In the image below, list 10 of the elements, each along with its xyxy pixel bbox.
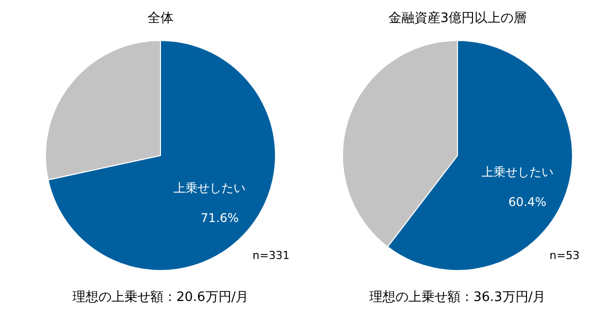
data-label: 71.6% — [200, 210, 239, 225]
slice-label: 上乗せしたい — [174, 180, 246, 195]
text: n=331 — [252, 249, 290, 262]
text: n=53 — [550, 249, 580, 262]
data-label: 60.4% — [508, 195, 546, 210]
chart-title: 全体 — [148, 11, 174, 26]
text: 理想の上乗せ額：36.3万円/月 — [369, 290, 546, 305]
slice-label: 上乗せしたい — [481, 165, 554, 180]
text: 理想の上乗せ額：20.6万円/月 — [72, 290, 249, 305]
chart-title: 金融資産3億円以上の層 — [388, 10, 527, 26]
